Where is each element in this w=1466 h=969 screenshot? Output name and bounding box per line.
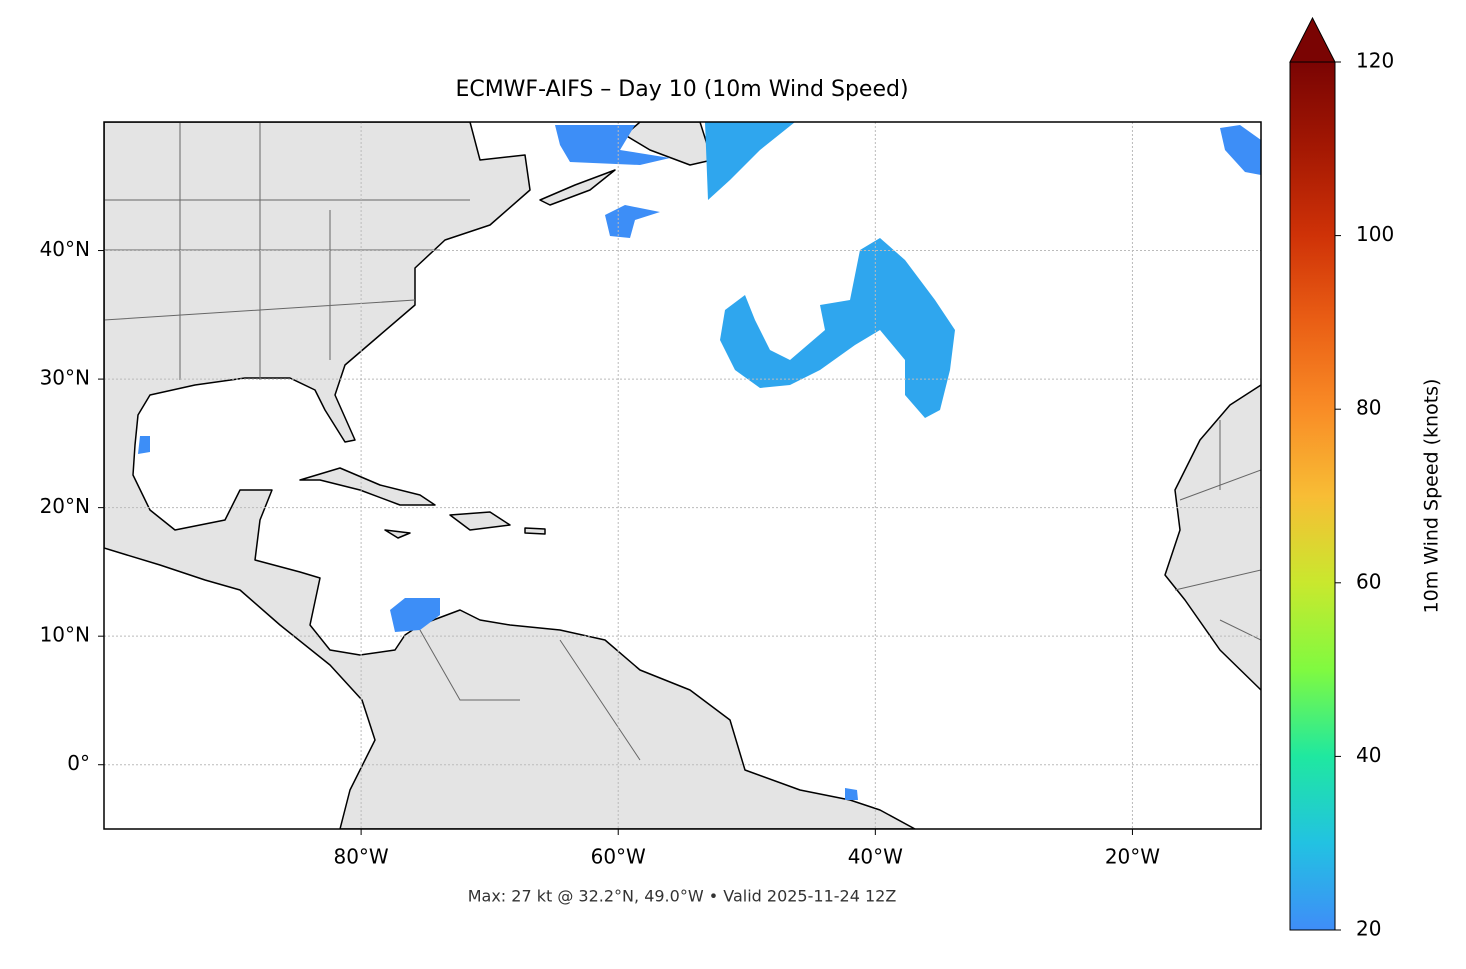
colorbar-tick-label: 80 xyxy=(1356,396,1381,420)
x-tick-label: 80°W xyxy=(333,845,388,869)
y-tick-label: 10°N xyxy=(40,623,90,647)
x-tick-label: 60°W xyxy=(591,845,646,869)
map-layers xyxy=(104,122,1261,829)
y-tick-label: 30°N xyxy=(40,366,90,390)
wind-region xyxy=(390,598,440,632)
y-tick-label: 20°N xyxy=(40,494,90,518)
chart-title: ECMWF-AIFS – Day 10 (10m Wind Speed) xyxy=(455,77,908,102)
wind-region xyxy=(720,238,955,418)
cuba xyxy=(299,467,436,506)
wind-region xyxy=(138,436,150,454)
colorbar-tick-label: 20 xyxy=(1356,917,1381,941)
x-tick-label: 20°W xyxy=(1105,845,1160,869)
americas xyxy=(104,122,916,829)
colorbar-tick-label: 40 xyxy=(1356,743,1381,767)
wind-region xyxy=(605,205,660,238)
footer-note: Max: 27 kt @ 32.2°N, 49.0°W • Valid 2025… xyxy=(468,887,897,906)
grid xyxy=(104,122,1261,829)
hispaniola xyxy=(449,511,511,531)
colorbar-label: 10m Wind Speed (knots) xyxy=(1421,379,1443,614)
colorbar-tick-label: 60 xyxy=(1356,569,1381,593)
colorbar xyxy=(1289,61,1336,931)
y-tick-label: 40°N xyxy=(40,237,90,261)
map-frame xyxy=(103,121,1262,830)
wind-region xyxy=(845,788,858,800)
wind-region xyxy=(1220,125,1261,175)
colorbar-tick-label: 100 xyxy=(1356,222,1394,246)
africa xyxy=(1164,384,1261,691)
colorbar-tick-label: 120 xyxy=(1356,49,1394,73)
nova-scotia xyxy=(539,169,616,206)
colorbar-extension xyxy=(1289,16,1336,63)
jamaica xyxy=(384,529,411,539)
y-tick-label: 0° xyxy=(67,751,90,775)
wind-region xyxy=(705,122,795,200)
puerto-rico xyxy=(524,527,546,535)
wind-region xyxy=(555,125,670,165)
x-tick-label: 40°W xyxy=(848,845,903,869)
